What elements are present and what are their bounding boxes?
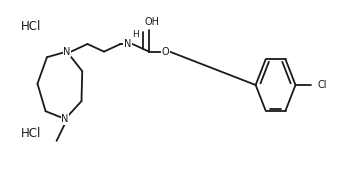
Text: N: N: [63, 47, 71, 57]
Text: Cl: Cl: [318, 80, 327, 90]
Text: OH: OH: [145, 17, 160, 27]
Text: H: H: [132, 30, 139, 39]
Text: O: O: [162, 47, 169, 57]
Text: HCl: HCl: [21, 127, 42, 140]
Text: N: N: [124, 39, 131, 49]
Text: N: N: [61, 114, 69, 124]
Text: HCl: HCl: [21, 20, 42, 33]
